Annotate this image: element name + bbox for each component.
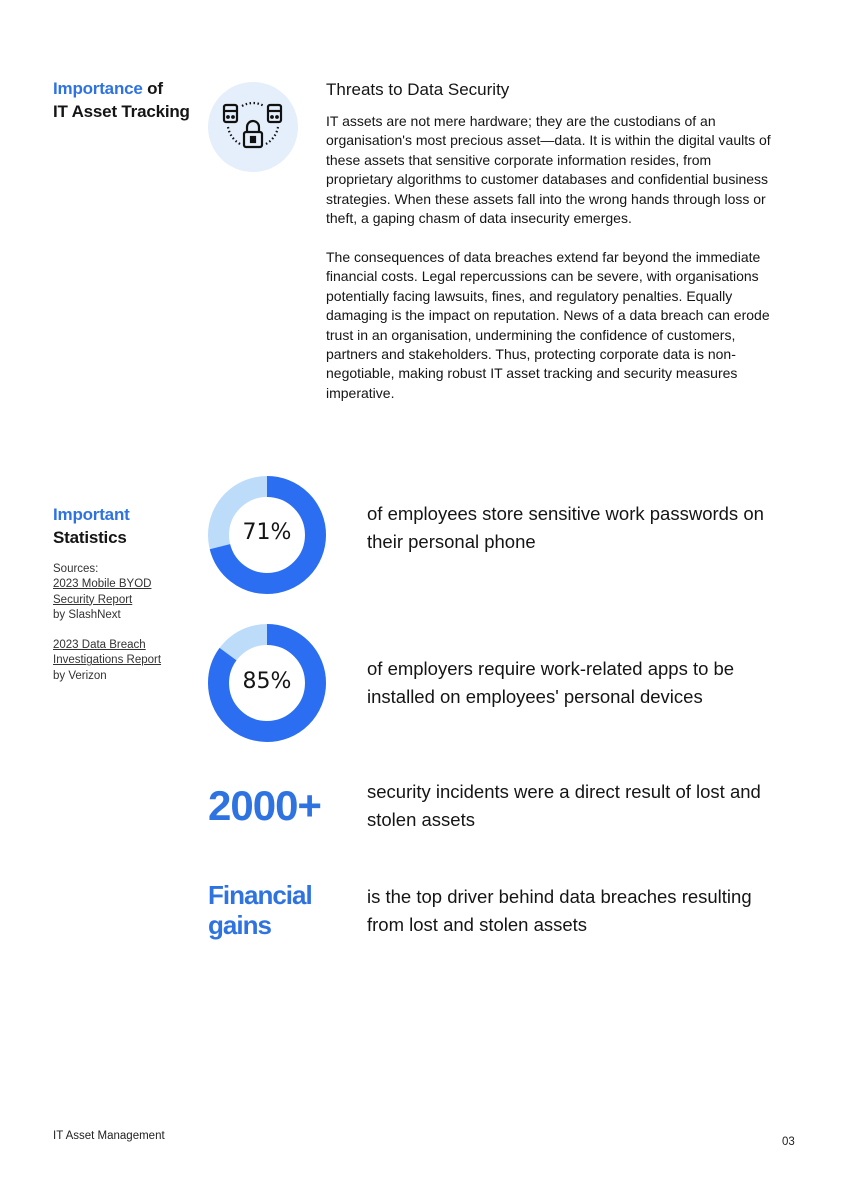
stat-value: Financial gains xyxy=(208,880,313,940)
servers-lock-icon xyxy=(208,82,298,172)
stat-text: of employees store sensitive work passwo… xyxy=(367,503,764,552)
stat-text: security incidents were a direct result … xyxy=(367,781,761,830)
section-heading-statistics: Important Statistics xyxy=(53,505,130,547)
sources: Sources: 2023 Mobile BYOD Security Repor… xyxy=(53,563,162,682)
section-title: Threats to Data Security xyxy=(326,80,510,99)
paragraph: The consequences of data breaches extend… xyxy=(326,249,770,401)
donut-chart-85 xyxy=(208,624,326,742)
section-heading-importance: Importance of IT Asset Tracking xyxy=(53,79,190,121)
paragraph: IT assets are not mere hardware; they ar… xyxy=(326,113,771,227)
source-link[interactable]: 2023 Mobile BYOD Security Report xyxy=(53,578,152,606)
stat-value: 85% xyxy=(242,669,292,694)
stat-value: 71% xyxy=(242,520,292,545)
donut-fill xyxy=(208,624,326,742)
footer-title: IT Asset Management xyxy=(53,1130,165,1142)
source-link[interactable]: 2023 Data Breach Investigations Report xyxy=(53,639,162,667)
page-number: 03 xyxy=(782,1136,795,1148)
stat-value: 2000+ xyxy=(208,782,322,829)
donut-fill xyxy=(208,476,326,594)
stat-text: is the top driver behind data breaches r… xyxy=(367,886,752,935)
stat-text: of employers require work-related apps t… xyxy=(367,658,735,707)
donut-chart-71 xyxy=(208,476,326,594)
